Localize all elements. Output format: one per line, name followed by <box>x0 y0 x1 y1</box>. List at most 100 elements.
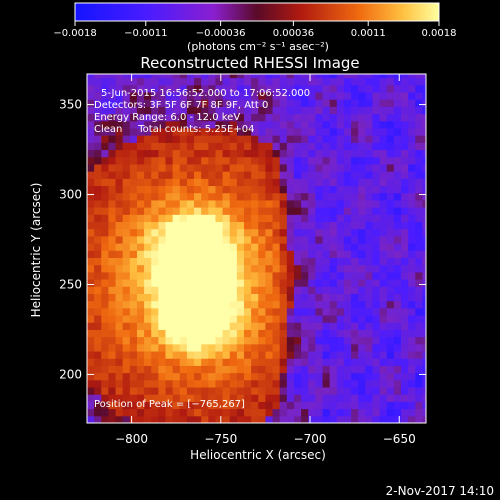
heatmap-cell <box>129 401 138 410</box>
heatmap-cell <box>386 408 395 417</box>
heatmap-cell <box>201 156 209 165</box>
heatmap-cell <box>208 120 216 129</box>
heatmap-cell <box>258 207 266 215</box>
heatmap-cell <box>194 214 202 223</box>
heatmap-cell <box>115 322 124 330</box>
heatmap-cell <box>179 271 188 280</box>
heatmap-cell <box>379 379 388 388</box>
heatmap-cell <box>201 149 209 158</box>
heatmap-cell <box>172 336 181 345</box>
heatmap-cell <box>379 77 388 86</box>
heatmap-cell <box>386 401 395 410</box>
heatmap-cell <box>115 84 124 93</box>
heatmap-cell <box>122 84 131 93</box>
heatmap-cell <box>265 300 274 309</box>
x-tick-label: −750 <box>204 432 237 446</box>
heatmap-cell <box>336 408 345 417</box>
heatmap-cell <box>186 106 195 115</box>
heatmap-cell <box>308 149 316 158</box>
heatmap-cell <box>144 257 152 266</box>
heatmap-cell <box>179 113 188 122</box>
heatmap-cell <box>279 408 288 417</box>
heatmap-cell <box>122 106 131 115</box>
heatmap-cell <box>293 286 302 294</box>
heatmap-cell <box>343 336 352 345</box>
heatmap-cell <box>315 401 324 410</box>
heatmap-cell <box>208 358 216 366</box>
heatmap-cell <box>272 106 281 115</box>
heatmap-cell <box>172 163 181 172</box>
heatmap-cell <box>122 228 131 237</box>
heatmap-cell <box>293 279 302 287</box>
heatmap-cell <box>94 106 102 115</box>
heatmap-cell <box>94 113 102 122</box>
heatmap-cell <box>222 91 231 100</box>
heatmap-cell <box>293 84 302 93</box>
heatmap-cell <box>179 127 188 136</box>
heatmap-cell <box>258 163 266 172</box>
heatmap-cell <box>393 307 402 316</box>
heatmap-cell <box>358 106 366 115</box>
heatmap-cell <box>194 351 202 359</box>
heatmap-cell <box>87 221 95 230</box>
heatmap-cell <box>301 250 309 258</box>
heatmap-cell <box>415 84 423 93</box>
heatmap-cell <box>87 99 95 107</box>
heatmap-cell <box>165 329 174 338</box>
heatmap-cell <box>379 243 388 251</box>
heatmap-cell <box>158 185 167 194</box>
heatmap-cell <box>208 379 216 388</box>
heatmap-cell <box>236 228 245 237</box>
heatmap-cell <box>94 84 102 93</box>
heatmap-cell <box>136 74 145 79</box>
heatmap-cell <box>308 394 316 402</box>
heatmap-cell <box>401 221 409 230</box>
heatmap-cell <box>272 235 281 244</box>
heatmap-cell <box>244 271 252 280</box>
heatmap-cell <box>286 163 295 172</box>
heatmap-cell <box>401 113 409 122</box>
heatmap-cell <box>358 401 366 410</box>
heatmap-cell <box>408 84 416 93</box>
heatmap-cell <box>365 415 373 423</box>
heatmap-cell <box>358 286 366 294</box>
heatmap-cell <box>165 207 174 215</box>
heatmap-cell <box>372 343 381 352</box>
heatmap-cell <box>301 394 309 402</box>
heatmap-cell <box>408 91 416 100</box>
heatmap-cell <box>129 387 138 395</box>
heatmap-cell <box>393 235 402 244</box>
heatmap-cell <box>315 315 324 323</box>
heatmap-cell <box>329 365 338 374</box>
heatmap-cell <box>386 77 395 86</box>
heatmap-cell <box>222 99 231 107</box>
heatmap-cell <box>272 250 281 258</box>
heatmap-cell <box>244 113 252 122</box>
heatmap-cell <box>236 199 245 208</box>
heatmap-cell <box>315 77 324 86</box>
heatmap-cell <box>336 315 345 323</box>
heatmap-cell <box>279 120 288 129</box>
heatmap-cell <box>136 387 145 395</box>
heatmap-cell <box>201 343 209 352</box>
heatmap-cell <box>351 387 359 395</box>
heatmap-cell <box>194 149 202 158</box>
heatmap-cell <box>393 171 402 179</box>
heatmap-cell <box>222 315 231 323</box>
heatmap-cell <box>286 99 295 107</box>
heatmap-cell <box>401 235 409 244</box>
heatmap-cell <box>365 365 373 374</box>
heatmap-cell <box>208 329 216 338</box>
heatmap-cell <box>386 271 395 280</box>
heatmap-cell <box>94 235 102 244</box>
heatmap-cell <box>308 351 316 359</box>
heatmap-cell <box>201 235 209 244</box>
heatmap-cell <box>215 199 224 208</box>
heatmap-cell <box>158 264 167 273</box>
heatmap-cell <box>87 127 95 136</box>
heatmap-cell <box>293 257 302 266</box>
heatmap-cell <box>229 192 238 201</box>
heatmap-cell <box>365 257 373 266</box>
heatmap-cell <box>343 264 352 273</box>
